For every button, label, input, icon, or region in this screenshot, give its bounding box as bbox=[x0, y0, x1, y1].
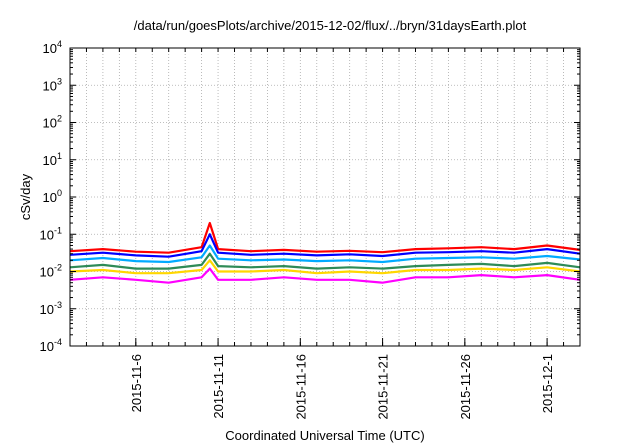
series-line-2 bbox=[69, 244, 581, 264]
y-tick-label: 104 bbox=[43, 39, 62, 56]
series-line-0 bbox=[69, 221, 581, 254]
y-tick-label: 102 bbox=[43, 114, 62, 131]
y-tick-label: 10-4 bbox=[40, 337, 62, 354]
x-tick-label: 2015-11-16 bbox=[293, 354, 308, 420]
y-tick-label: 10-1 bbox=[40, 225, 62, 242]
y-tick-label: 101 bbox=[43, 151, 62, 168]
series-line-5 bbox=[69, 267, 581, 284]
y-axis-label: cSv/day bbox=[18, 173, 33, 220]
gridlines bbox=[70, 48, 580, 346]
y-tick-label: 10-2 bbox=[40, 263, 62, 280]
x-tick-label: 2015-11-21 bbox=[376, 354, 391, 420]
x-tick-label: 2015-11-11 bbox=[211, 354, 226, 419]
x-tick-label: 2015-12-1 bbox=[540, 354, 555, 413]
series-line-1 bbox=[69, 233, 581, 258]
chart-title: /data/run/goesPlots/archive/2015-12-02/f… bbox=[134, 18, 527, 33]
y-tick-label: 10-3 bbox=[40, 300, 62, 317]
series-line-4 bbox=[69, 259, 581, 275]
x-tick-label: 2015-11-26 bbox=[458, 354, 473, 420]
y-tick-label: 100 bbox=[43, 188, 62, 205]
series-layer bbox=[69, 221, 581, 284]
x-axis-ticks: 2015-11-6 2015-11-11 2015-11-16 2015-11-21 2… bbox=[85, 48, 565, 420]
series-line-3 bbox=[69, 252, 581, 270]
x-tick-label: 2015-11-6 bbox=[129, 354, 144, 412]
x-axis-label: Coordinated Universal Time (UTC) bbox=[225, 428, 424, 443]
y-tick-label: 103 bbox=[43, 76, 62, 93]
y-axis-ticks: 10-4 10-3 10-2 10-1 100 101 102 103 104 bbox=[40, 39, 580, 354]
